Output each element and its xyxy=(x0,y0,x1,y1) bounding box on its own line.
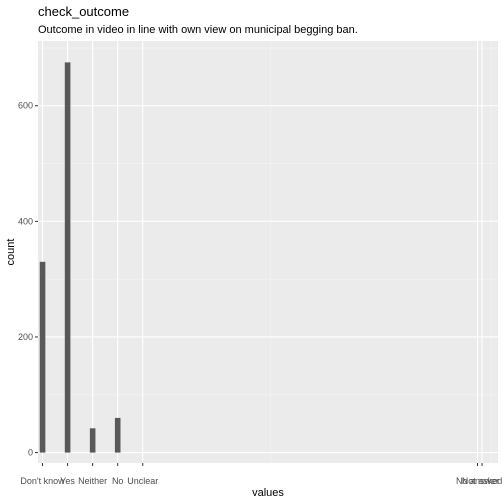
x-tick-label: Don't know xyxy=(20,476,65,486)
plot-panel xyxy=(38,41,498,463)
x-tick-label: Not asked xyxy=(462,476,503,486)
y-tick-label: 0 xyxy=(28,448,33,458)
x-tick-label: Neither xyxy=(78,476,107,486)
bar xyxy=(115,418,121,453)
bar xyxy=(65,62,71,452)
x-tick-label: Unclear xyxy=(127,476,158,486)
y-tick-label: 200 xyxy=(18,332,33,342)
y-tick-label: 400 xyxy=(18,216,33,226)
bar xyxy=(90,428,96,452)
bar xyxy=(40,262,46,453)
x-axis-title: values xyxy=(252,487,284,499)
x-tick-label: No xyxy=(112,476,124,486)
y-axis-title: count xyxy=(5,239,17,266)
y-tick-label: 600 xyxy=(18,101,33,111)
y-axis: 0 200 400 600 xyxy=(18,101,38,458)
x-tick-label: Yes xyxy=(60,476,75,486)
